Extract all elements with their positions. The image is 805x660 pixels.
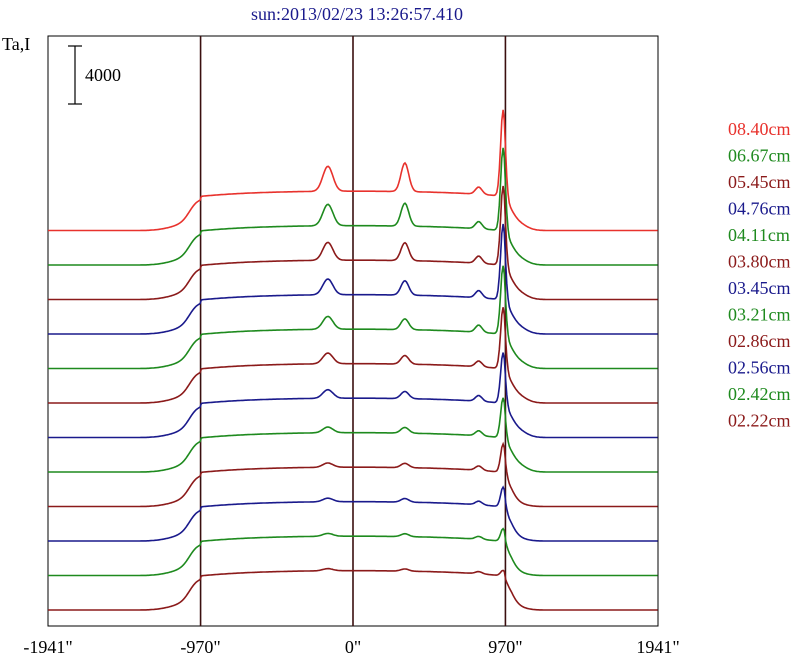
scale-bar bbox=[68, 45, 82, 105]
x-tick-label: 1941" bbox=[636, 637, 679, 657]
x-tick-label: 0" bbox=[345, 637, 361, 657]
x-tick-label: -1941" bbox=[23, 637, 72, 657]
series-line-05.45cm bbox=[48, 185, 658, 301]
series-line-06.67cm bbox=[48, 147, 658, 266]
legend-entry: 05.45cm bbox=[728, 172, 791, 192]
legend-entry: 02.22cm bbox=[728, 411, 791, 431]
legend-entry: 02.42cm bbox=[728, 384, 791, 404]
x-tick-label: -970" bbox=[180, 637, 220, 657]
legend-entry: 04.76cm bbox=[728, 199, 791, 219]
series-line-02.42cm bbox=[48, 527, 658, 577]
series-line-03.80cm bbox=[48, 307, 658, 404]
legend-entry: 03.21cm bbox=[728, 305, 791, 325]
series-line-03.21cm bbox=[48, 397, 658, 473]
series-line-02.22cm bbox=[48, 567, 658, 611]
series-line-04.11cm bbox=[48, 265, 658, 370]
chart-title: sun:2013/02/23 13:26:57.410 bbox=[251, 4, 463, 24]
legend-entry: 03.45cm bbox=[728, 278, 791, 298]
legend: 08.40cm 06.67cm 05.45cm 04.76cm 04.11cm 03.80… bbox=[728, 119, 791, 431]
x-tick-labels: -1941" -970" 0" 970" 1941" bbox=[23, 637, 679, 657]
legend-entry: 08.40cm bbox=[728, 119, 791, 139]
series-line-08.40cm bbox=[48, 109, 658, 232]
legend-entry: 06.67cm bbox=[728, 146, 791, 166]
legend-entry: 03.80cm bbox=[728, 252, 791, 272]
series-group bbox=[48, 109, 658, 611]
y-axis-label: Ta,I bbox=[2, 34, 30, 54]
x-tick-label: 970" bbox=[488, 637, 522, 657]
legend-entry: 04.11cm bbox=[728, 225, 790, 245]
series-line-02.86cm bbox=[48, 441, 658, 508]
series-line-02.56cm bbox=[48, 485, 658, 542]
legend-entry: 02.56cm bbox=[728, 358, 791, 378]
legend-entry: 02.86cm bbox=[728, 331, 791, 351]
scale-bar-label: 4000 bbox=[85, 65, 121, 85]
series-line-03.45cm bbox=[48, 352, 658, 439]
series-line-04.76cm bbox=[48, 223, 658, 335]
